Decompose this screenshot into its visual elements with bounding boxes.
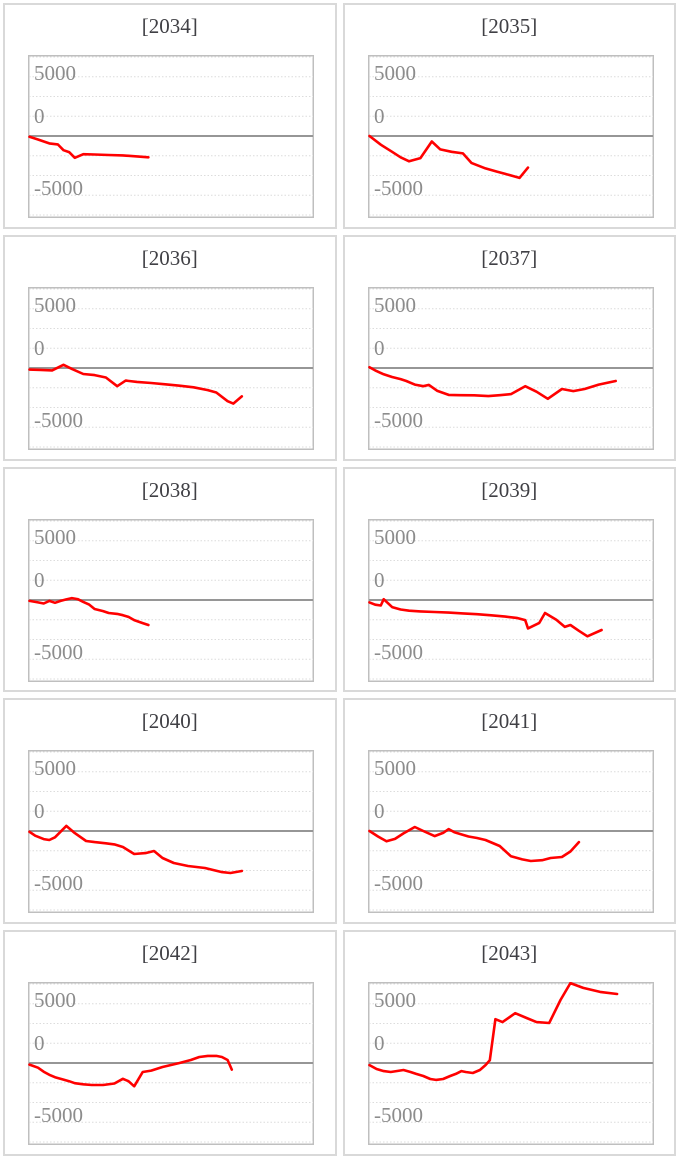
y-axis-tick-label-0: 0	[34, 104, 45, 128]
data-series-line	[28, 824, 244, 875]
y-axis-tick-label-neg5000: -5000	[34, 871, 83, 895]
y-axis-tick-label-neg5000: -5000	[34, 640, 83, 664]
chart-plot: 5000 0 -5000	[28, 55, 314, 218]
y-axis-tick-label-5000: 5000	[374, 61, 416, 85]
chart-title: [2041]	[481, 709, 538, 734]
y-axis-tick-label-0: 0	[374, 1031, 385, 1055]
y-axis-tick-label-5000: 5000	[34, 293, 76, 317]
y-axis-tick-label-0: 0	[34, 799, 45, 823]
chart-panel: [2039] 5000 0 -5000	[342, 466, 676, 693]
y-axis-tick-label-0: 0	[374, 104, 385, 128]
chart-plot: 5000 0 -5000	[28, 982, 314, 1146]
y-axis-tick-label-neg5000: -5000	[374, 408, 423, 432]
data-series-line	[367, 134, 529, 180]
chart-plot: 5000 0 -5000	[28, 518, 314, 682]
y-axis-tick-label-5000: 5000	[374, 988, 416, 1012]
chart-panel: [2041] 5000 0 -5000	[342, 698, 676, 925]
chart-title: [2043]	[481, 941, 538, 966]
chart-panel: [2038] 5000 0 -5000	[3, 466, 337, 693]
chart-panel: [2037] 5000 0 -5000	[342, 234, 676, 461]
y-axis-tick-label-5000: 5000	[34, 61, 76, 85]
chart-title: [2034]	[141, 14, 198, 38]
chart-plot: 5000 0 -5000	[367, 286, 654, 450]
data-series-line	[28, 596, 150, 626]
data-series-line	[28, 135, 150, 160]
data-series-line	[28, 363, 244, 405]
y-axis-tick-label-5000: 5000	[374, 293, 416, 317]
chart-panel: [2042] 5000 0 -5000	[3, 930, 337, 1156]
y-axis-tick-label-5000: 5000	[34, 988, 76, 1012]
chart-plot: 5000 0 -5000	[367, 518, 654, 682]
chart-plot: 5000 0 -5000	[367, 750, 654, 914]
chart-title: [2035]	[481, 14, 538, 38]
y-axis-tick-label-neg5000: -5000	[374, 176, 423, 200]
chart-panel: [2043] 5000 0 -5000	[342, 930, 676, 1156]
chart-title: [2040]	[141, 709, 198, 734]
chart-panel: [2036] 5000 0 -5000	[3, 234, 337, 461]
chart-panel: [2040] 5000 0 -5000	[3, 698, 337, 925]
y-axis-tick-label-neg5000: -5000	[374, 640, 423, 664]
chart-plot: 5000 0 -5000	[367, 982, 654, 1146]
y-axis-tick-label-0: 0	[34, 336, 45, 360]
y-axis-tick-label-0: 0	[374, 568, 385, 592]
y-axis-tick-label-0: 0	[34, 568, 45, 592]
chart-title: [2037]	[481, 245, 538, 270]
chart-panel: [2035] 5000 0 -5000	[342, 3, 676, 229]
data-series-line	[367, 365, 617, 400]
y-axis-tick-label-5000: 5000	[34, 525, 76, 549]
data-series-line	[367, 597, 603, 638]
chart-plot: 5000 0 -5000	[28, 750, 314, 914]
data-series-line	[367, 982, 618, 1082]
data-series-line	[28, 1054, 234, 1088]
chart-plot: 5000 0 -5000	[28, 286, 314, 450]
chart-title: [2038]	[141, 477, 198, 502]
chart-plot: 5000 0 -5000	[367, 55, 654, 218]
chart-title: [2036]	[141, 245, 198, 270]
y-axis-tick-label-5000: 5000	[34, 756, 76, 780]
y-axis-tick-label-0: 0	[374, 336, 385, 360]
y-axis-tick-label-0: 0	[34, 1031, 45, 1055]
chart-title: [2042]	[141, 941, 198, 966]
y-axis-tick-label-neg5000: -5000	[374, 871, 423, 895]
y-axis-tick-label-neg5000: -5000	[34, 408, 83, 432]
y-axis-tick-label-5000: 5000	[374, 525, 416, 549]
y-axis-tick-label-5000: 5000	[374, 756, 416, 780]
y-axis-tick-label-neg5000: -5000	[34, 176, 83, 200]
data-series-line	[367, 826, 580, 863]
chart-title: [2039]	[481, 477, 538, 502]
chart-panel: [2034] 5000 0 -5000	[3, 3, 337, 229]
y-axis-tick-label-neg5000: -5000	[374, 1103, 423, 1127]
y-axis-tick-label-neg5000: -5000	[34, 1103, 83, 1127]
y-axis-tick-label-0: 0	[374, 799, 385, 823]
